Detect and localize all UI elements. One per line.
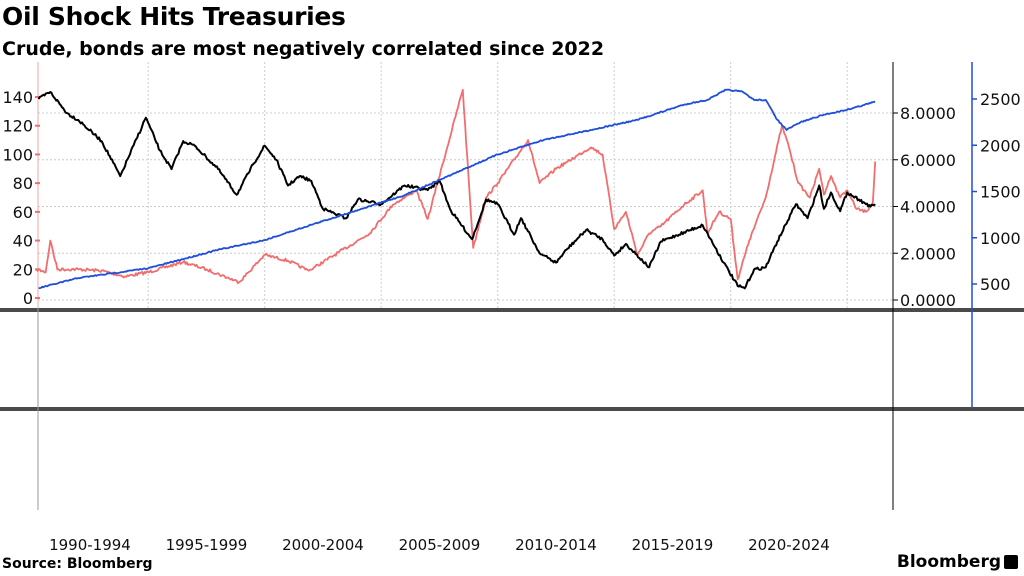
series-line-right-axis xyxy=(38,88,876,290)
x-axis-tick-label: 2020-2024 xyxy=(748,536,830,554)
left-axis-tick-label: 120 xyxy=(2,117,33,136)
source-note: Source: Bloomberg xyxy=(2,556,153,572)
left-axis-tick-label: 100 xyxy=(2,145,33,164)
x-axis-tick-label: 2010-2014 xyxy=(515,536,597,554)
middle-axis-tick-label: 2.0000 xyxy=(900,244,956,263)
logo-mark-icon xyxy=(1004,555,1018,569)
x-axis-tick-label: 2000-2004 xyxy=(282,536,364,554)
left-axis-tick-label: 140 xyxy=(2,88,33,107)
middle-axis-tick-label: 4.0000 xyxy=(900,198,956,217)
chart-subtitle: Crude, bonds are most negatively correla… xyxy=(2,38,605,60)
right-axis-tick-label: 2000 xyxy=(980,136,1021,155)
x-axis-tick-label: 1995-1999 xyxy=(166,536,248,554)
right-axis-tick-label: 2500 xyxy=(980,90,1021,109)
x-axis-tick-label: 1990-1994 xyxy=(49,536,131,554)
x-axis-tick-label: 2005-2009 xyxy=(399,536,481,554)
series-line-middle-axis xyxy=(37,91,876,290)
left-axis-tick-label: 60 xyxy=(13,203,33,222)
bloomberg-logo: Bloomberg xyxy=(897,552,1018,572)
left-axis-tick-label: 0 xyxy=(23,289,33,308)
chart-title: Oil Shock Hits Treasuries xyxy=(2,2,346,31)
left-axis-tick-label: 20 xyxy=(13,260,33,279)
middle-axis-tick-label: 8.0000 xyxy=(900,104,956,123)
logo-text: Bloomberg xyxy=(896,552,1001,572)
middle-axis-tick-label: 0.0000 xyxy=(900,291,956,310)
right-axis-tick-label: 500 xyxy=(980,275,1011,294)
x-axis-tick-label: 2015-2019 xyxy=(632,536,714,554)
left-axis-tick-label: 80 xyxy=(13,174,33,193)
panel-divider xyxy=(0,407,1024,411)
right-axis-tick-label: 1500 xyxy=(980,183,1021,202)
left-axis-tick-label: 40 xyxy=(13,232,33,251)
right-axis-tick-label: 1000 xyxy=(980,229,1021,248)
series-line-left-axis xyxy=(35,88,877,285)
panel-divider xyxy=(0,308,1024,312)
middle-axis-tick-label: 6.0000 xyxy=(900,151,956,170)
